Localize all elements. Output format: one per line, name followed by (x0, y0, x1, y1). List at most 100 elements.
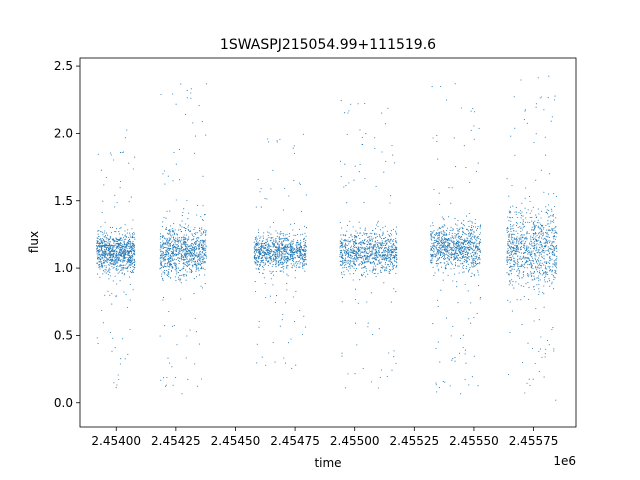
data-point (113, 264, 115, 266)
data-point (364, 247, 366, 249)
data-point (472, 261, 474, 263)
data-point (127, 353, 129, 355)
data-point (479, 263, 481, 265)
data-point (395, 247, 398, 250)
data-point (259, 263, 261, 265)
data-point (200, 232, 202, 234)
data-point (435, 234, 437, 236)
data-point (119, 239, 121, 241)
data-point (114, 263, 116, 265)
data-point (116, 239, 118, 241)
data-point (346, 256, 348, 258)
data-point (164, 237, 166, 240)
data-point (181, 236, 183, 238)
data-point (341, 238, 343, 240)
data-point (117, 268, 119, 270)
data-point (106, 251, 108, 253)
data-point (366, 256, 368, 258)
data-point (459, 248, 461, 250)
data-point (119, 255, 121, 257)
data-point (470, 275, 472, 277)
data-point (474, 241, 476, 243)
data-point (355, 235, 357, 237)
data-point (121, 272, 123, 275)
data-point (116, 251, 118, 253)
data-point (164, 262, 166, 264)
data-point (444, 225, 446, 227)
data-point (185, 274, 187, 276)
data-point (166, 258, 168, 260)
data-point (509, 256, 512, 259)
data-point (122, 250, 124, 252)
data-point (186, 335, 188, 337)
data-point (368, 261, 370, 263)
data-point (258, 229, 260, 231)
data-point (341, 253, 343, 255)
data-point (341, 264, 343, 266)
data-point (388, 247, 390, 250)
data-point (166, 254, 168, 256)
data-point (185, 252, 187, 255)
data-point (180, 259, 182, 261)
data-point (263, 248, 265, 250)
data-point (354, 165, 356, 167)
data-point (304, 257, 306, 259)
data-point (172, 243, 174, 245)
data-point (538, 232, 540, 234)
data-point (447, 247, 449, 249)
data-point (390, 301, 392, 303)
data-point (166, 376, 168, 379)
data-point (387, 246, 390, 248)
data-point (366, 251, 368, 253)
data-point (303, 245, 305, 247)
data-point (123, 243, 125, 245)
data-point (452, 254, 454, 256)
data-point (256, 256, 258, 258)
data-point (366, 249, 368, 251)
data-point (193, 257, 195, 259)
data-point (171, 258, 173, 260)
data-point (529, 255, 531, 257)
data-point (178, 229, 180, 231)
data-point (261, 241, 263, 243)
data-point (169, 238, 171, 240)
data-point (467, 220, 469, 223)
data-point (115, 269, 117, 271)
data-point (104, 246, 106, 248)
data-point (283, 253, 285, 255)
data-point (278, 261, 280, 263)
data-point (450, 253, 452, 255)
data-point (184, 263, 186, 265)
data-point (96, 242, 98, 244)
data-point (520, 217, 522, 219)
data-point (197, 246, 200, 248)
data-point (354, 299, 356, 301)
data-point (508, 212, 511, 214)
data-point (291, 253, 293, 255)
data-point (433, 250, 435, 252)
data-point (367, 326, 369, 328)
data-point (515, 245, 517, 247)
data-point (256, 362, 258, 364)
data-point (438, 251, 440, 253)
data-point (97, 249, 99, 251)
data-point (175, 273, 177, 275)
data-point (372, 334, 374, 336)
data-point (515, 242, 517, 244)
data-point (162, 250, 164, 252)
data-point (395, 239, 397, 242)
data-point (98, 250, 100, 252)
data-point (364, 239, 366, 241)
data-point (554, 230, 556, 232)
data-point (279, 250, 281, 252)
data-point (260, 251, 262, 253)
data-point (104, 271, 106, 273)
data-point (444, 234, 446, 237)
data-point (179, 179, 181, 181)
data-point (538, 350, 540, 353)
data-point (169, 261, 171, 263)
data-point (179, 280, 181, 282)
data-point (476, 262, 478, 265)
data-point (471, 376, 473, 378)
data-point (99, 239, 101, 241)
